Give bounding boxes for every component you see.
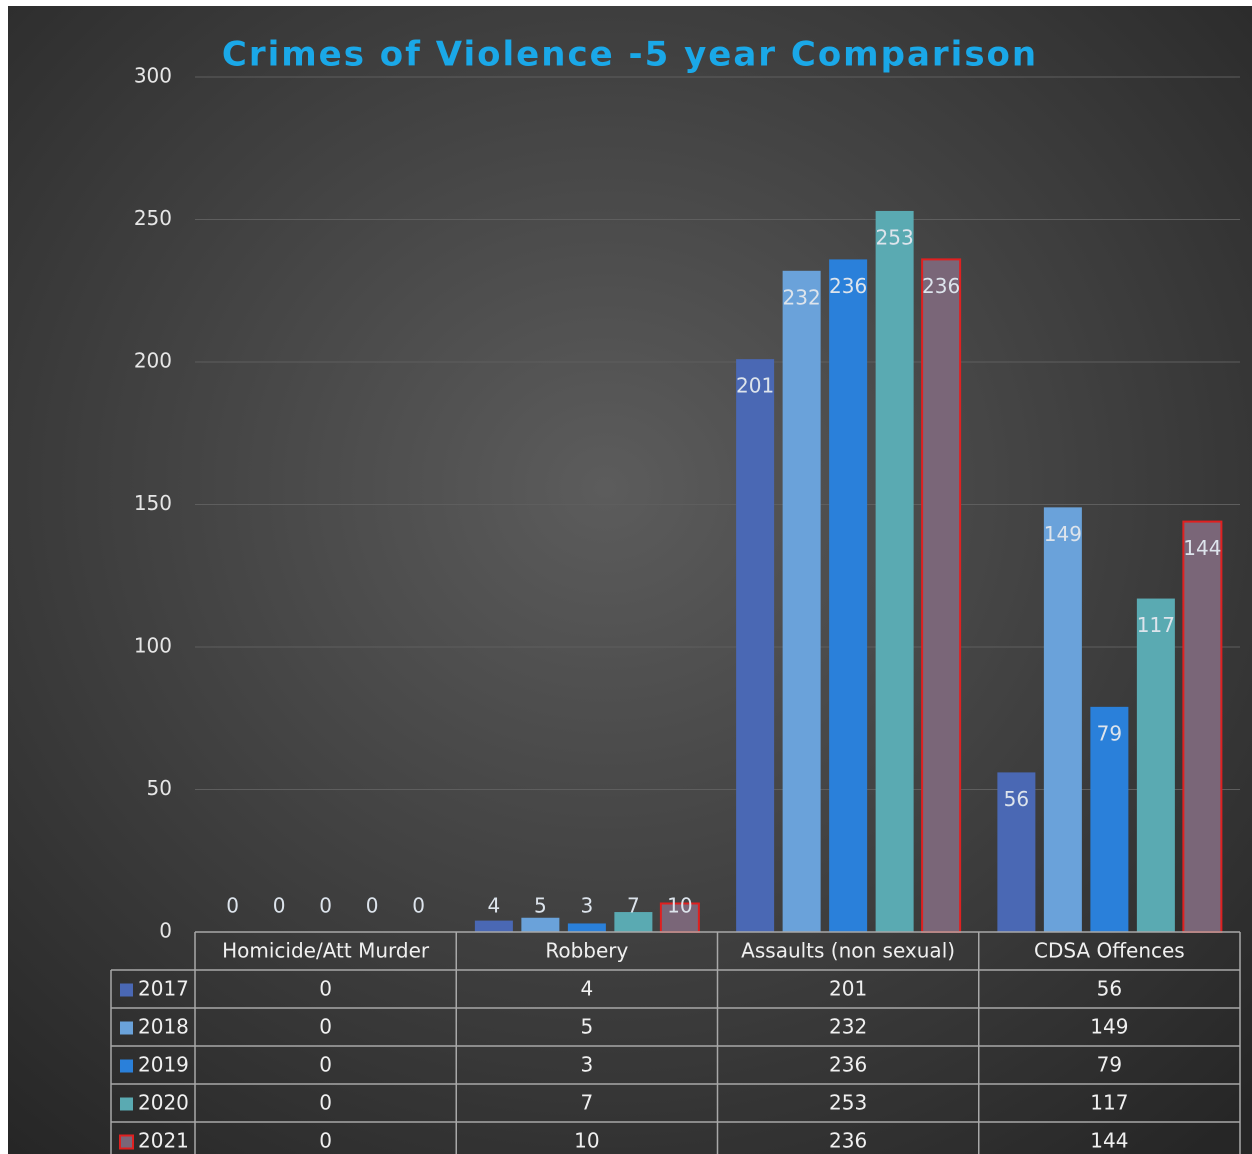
- data-label: 79: [1097, 721, 1122, 745]
- bar: [782, 270, 821, 932]
- table-cell: 149: [1090, 1015, 1128, 1039]
- table-cell: 7: [581, 1091, 594, 1115]
- y-tick-label: 300: [134, 64, 172, 88]
- y-tick-label: 150: [134, 491, 172, 515]
- data-label: 10: [667, 894, 692, 918]
- data-label: 144: [1183, 536, 1221, 560]
- legend-label: 2017: [138, 977, 189, 1001]
- y-tick-label: 200: [134, 349, 172, 373]
- data-label: 0: [319, 894, 332, 918]
- data-label: 0: [412, 894, 425, 918]
- bar: [736, 359, 775, 932]
- bar: [1043, 507, 1082, 932]
- data-label: 56: [1004, 787, 1029, 811]
- table-cell: 144: [1090, 1129, 1128, 1153]
- data-label: 4: [488, 894, 501, 918]
- table-cell: 56: [1097, 977, 1122, 1001]
- data-label: 253: [876, 225, 914, 249]
- bar: [474, 920, 513, 932]
- legend-key: [119, 1134, 134, 1150]
- table-cell: 10: [574, 1129, 599, 1153]
- table-cell: 236: [829, 1129, 867, 1153]
- data-label: 5: [534, 894, 547, 918]
- table-cell: 79: [1097, 1053, 1122, 1077]
- table-cell: 0: [319, 1091, 332, 1115]
- table-cell: 201: [829, 977, 867, 1001]
- legend-label: 2019: [138, 1053, 189, 1077]
- data-label: 149: [1044, 522, 1082, 546]
- x-tick-label: Assaults (non sexual): [741, 939, 955, 963]
- bar: [997, 772, 1036, 932]
- bar: [875, 210, 914, 932]
- bar: [614, 912, 653, 932]
- data-label: 0: [366, 894, 379, 918]
- table-cell: 4: [581, 977, 594, 1001]
- bar: [921, 258, 962, 933]
- bar: [659, 902, 700, 933]
- y-tick-label: 50: [147, 776, 172, 800]
- table-cell: 0: [319, 977, 332, 1001]
- data-label: 0: [226, 894, 239, 918]
- y-tick-label: 250: [134, 206, 172, 230]
- data-label: 7: [627, 894, 640, 918]
- legend-label: 2021: [138, 1129, 189, 1153]
- table-cell: 0: [319, 1015, 332, 1039]
- bar: [1182, 520, 1223, 933]
- table-cell: 5: [581, 1015, 594, 1039]
- legend-key: [120, 1097, 133, 1111]
- legend-key: [120, 1021, 133, 1035]
- x-tick-label: Robbery: [545, 939, 628, 963]
- data-label: 3: [581, 894, 594, 918]
- bar: [567, 923, 606, 932]
- legend-label: 2018: [138, 1015, 189, 1039]
- table-cell: 0: [319, 1053, 332, 1077]
- table-cell: 232: [829, 1015, 867, 1039]
- bar: [829, 259, 868, 932]
- x-tick-label: CDSA Offences: [1034, 939, 1185, 963]
- bar: [1136, 598, 1175, 932]
- data-label: 0: [273, 894, 286, 918]
- table-cell: 3: [581, 1053, 594, 1077]
- x-tick-label: Homicide/Att Murder: [222, 939, 430, 963]
- legend-label: 2020: [138, 1091, 189, 1115]
- legend-key: [120, 1059, 133, 1073]
- data-label: 201: [736, 374, 774, 398]
- table-cell: 236: [829, 1053, 867, 1077]
- y-tick-label: 0: [159, 919, 172, 943]
- data-label: 236: [829, 274, 867, 298]
- data-label: 236: [922, 274, 960, 298]
- table-cell: 253: [829, 1091, 867, 1115]
- y-tick-label: 100: [134, 634, 172, 658]
- chart-title: Crimes of Violence -5 year Comparison: [222, 35, 1038, 75]
- data-label: 117: [1137, 613, 1175, 637]
- bar: [521, 917, 560, 932]
- table-cell: 117: [1090, 1091, 1128, 1115]
- legend-key: [120, 983, 133, 997]
- data-label: 232: [783, 285, 821, 309]
- table-cell: 0: [319, 1129, 332, 1153]
- bar: [1090, 706, 1129, 932]
